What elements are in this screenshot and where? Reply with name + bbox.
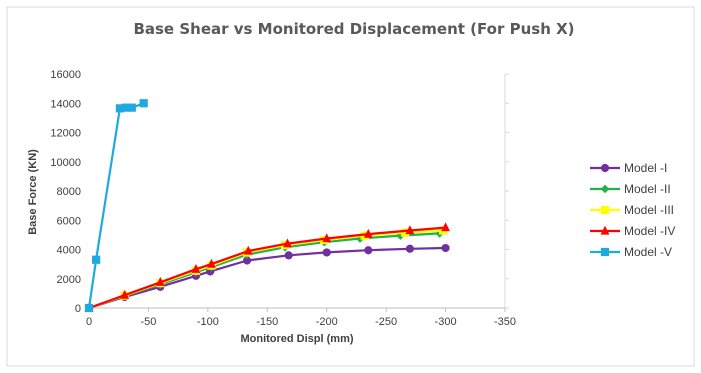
y-tick-label: 0: [75, 303, 81, 315]
y-tick-label: 8000: [57, 186, 81, 198]
series-5-point: [84, 303, 94, 313]
series-1-point: [441, 243, 450, 253]
x-axis-title: Monitored Displ (mm): [240, 333, 353, 345]
legend-label-3: Model -III: [624, 203, 674, 217]
plot-area: 0 -50 -100 -150 -200 -250 -300 -350 0 2000 4000 600…: [50, 69, 516, 328]
series-4-point: [155, 277, 165, 286]
legend-label-2: Model -II: [624, 182, 671, 196]
y-tick-label: 2000: [57, 274, 81, 286]
y-axis-title: Base Force (KN): [27, 149, 39, 235]
series-4-point: [191, 264, 201, 273]
series-1-point: [322, 248, 331, 257]
x-tick-label: -50: [140, 316, 156, 328]
series-4-point: [207, 258, 216, 268]
series-1-point: [284, 251, 293, 260]
y-tick-label: 12000: [50, 128, 81, 140]
legend-marker-2: [600, 184, 610, 194]
series-4-point: [243, 245, 253, 255]
series-5-point: [139, 99, 148, 108]
legend-label-4: Model -IV: [624, 224, 675, 238]
chart-frame: [6, 6, 695, 367]
x-tick-label: 0: [86, 316, 92, 328]
x-tick-label: -100: [197, 316, 219, 328]
x-tick-label: -200: [316, 316, 338, 328]
x-tick-label: -150: [256, 316, 278, 328]
series-4-point: [120, 289, 130, 299]
y-tick-label: 14000: [50, 98, 81, 110]
legend-marker-4: [600, 225, 610, 235]
y-tick-label: 10000: [50, 157, 81, 169]
legend-marker-3: [600, 205, 610, 215]
series-1-point: [405, 244, 415, 253]
series-4-point: [283, 238, 292, 248]
legend-marker-1: [600, 163, 610, 173]
y-tick-label: 4000: [57, 245, 81, 257]
x-tick-label: -300: [435, 316, 457, 328]
series-4-point: [322, 233, 332, 243]
series-4-point: [405, 225, 415, 235]
x-tick-label: -350: [494, 316, 516, 328]
chart-title: Base Shear vs Monitored Displacement (Fo…: [133, 20, 574, 38]
x-tick-label: -250: [375, 316, 397, 328]
legend-label-1: Model -I: [624, 161, 667, 175]
legend-marker-5: [600, 247, 610, 257]
y-tick-label: 6000: [57, 215, 81, 227]
series-5-point: [127, 103, 136, 112]
series-4-point: [441, 222, 450, 232]
series-5-point: [92, 255, 101, 264]
series-1-point: [364, 246, 373, 255]
series-4-point: [363, 228, 373, 238]
legend-label-5: Model -V: [624, 245, 672, 259]
y-tick-label: 16000: [50, 69, 81, 81]
legend: Model -I Model -II Model -III Model -IV Mode…: [590, 161, 675, 259]
